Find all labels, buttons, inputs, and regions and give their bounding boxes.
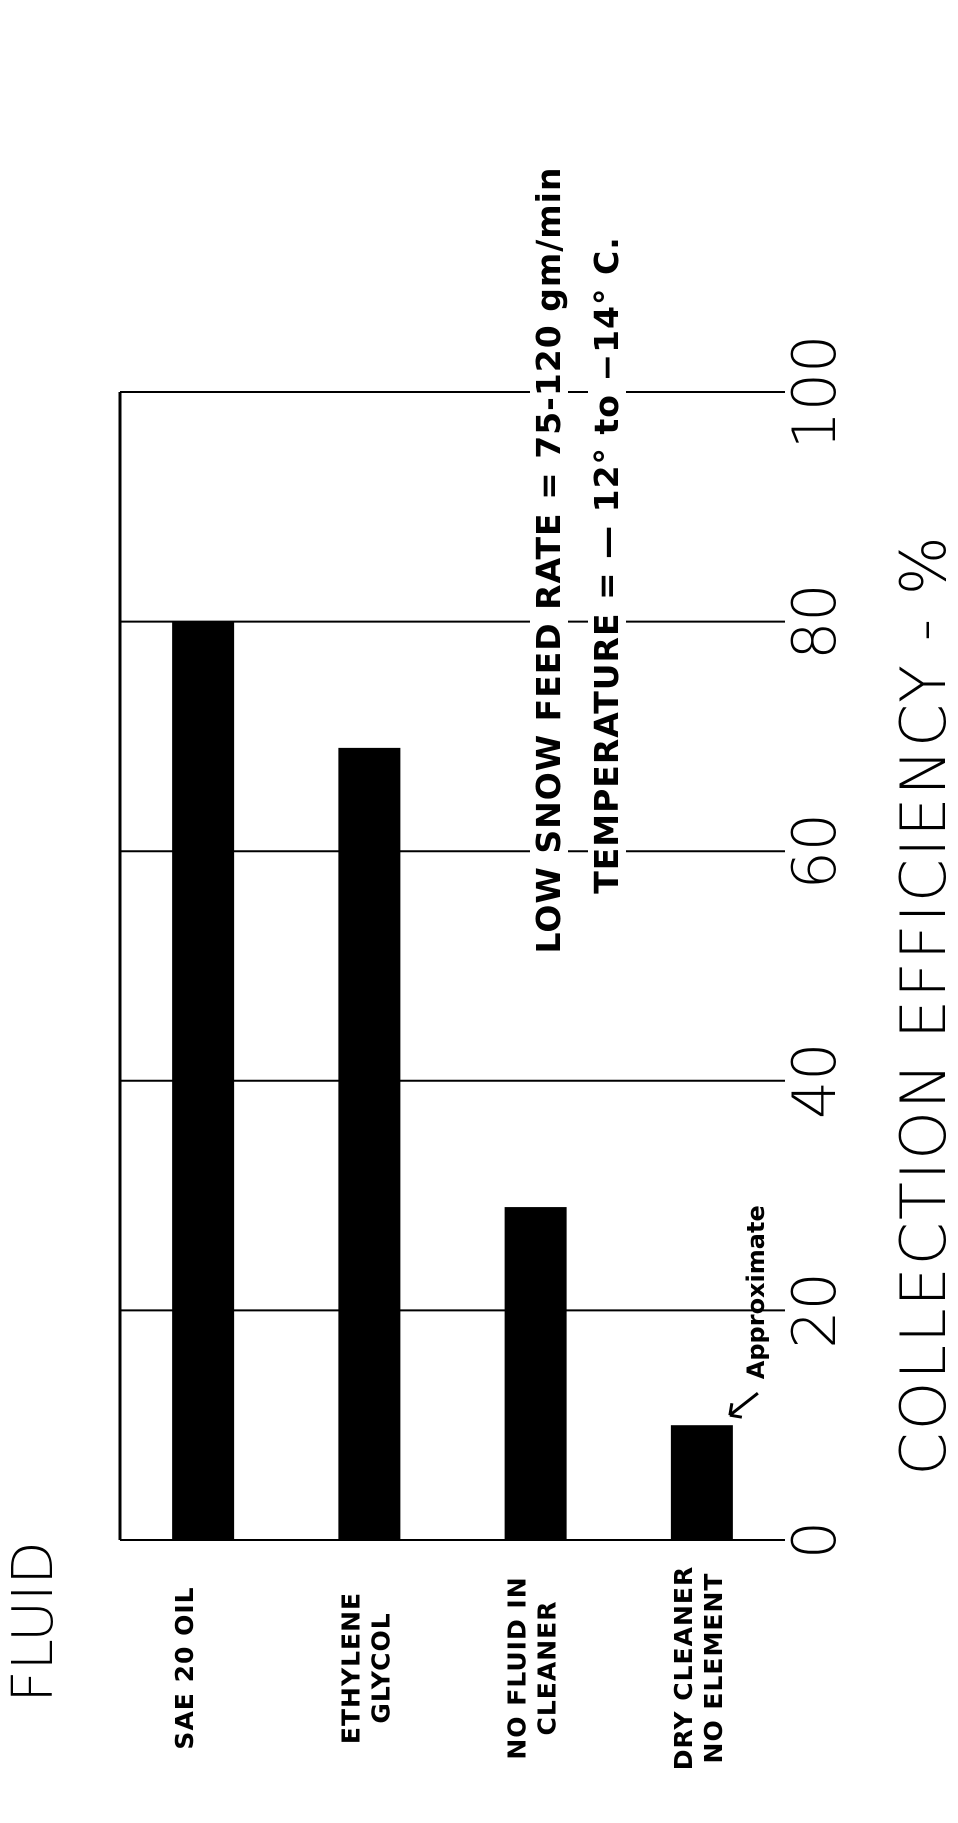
tick-label-100: 100: [780, 335, 850, 450]
condition-note-0: LOW SNOW FEED RATE = 75-120 gm/min: [529, 167, 568, 954]
category-label-line: NO ELEMENT: [699, 1573, 728, 1764]
bar-1: [338, 747, 401, 1540]
tick-label-40: 40: [780, 1043, 850, 1119]
condition-note-1: TEMPERATURE = — 12° to −14° C.: [587, 236, 626, 894]
tick-label-0: 0: [780, 1521, 850, 1559]
tick-label-80: 80: [780, 583, 850, 659]
annotation-arrow: [728, 1392, 759, 1419]
category-label-line: ETHYLENE: [336, 1592, 365, 1744]
bar-3: [670, 1425, 733, 1540]
category-label-line: SAE 20 OIL: [170, 1586, 199, 1749]
category-label-0: SAE 20 OIL: [170, 1586, 199, 1749]
category-label-1: ETHYLENEGLYCOL: [336, 1592, 395, 1744]
annotation-label: Approximate: [742, 1205, 770, 1379]
category-label-line: DRY CLEANER: [669, 1566, 698, 1770]
legend-title: FLUID: [1, 1541, 66, 1702]
bar-2: [504, 1207, 567, 1540]
bar-0: [172, 621, 235, 1540]
note-bg-0: [530, 120, 568, 1000]
note-bg-1: [588, 125, 626, 1005]
category-label-line: CLEANER: [533, 1601, 562, 1736]
tick-label-60: 60: [780, 813, 850, 889]
tick-label-20: 20: [780, 1272, 850, 1348]
category-label-line: GLYCOL: [366, 1612, 395, 1723]
category-label-line: NO FLUID IN: [503, 1576, 532, 1759]
y-axis-label: COLLECTION EFFICIENCY - %: [887, 534, 958, 1475]
category-label-2: NO FLUID INCLEANER: [503, 1576, 562, 1759]
category-label-3: DRY CLEANERNO ELEMENT: [669, 1566, 728, 1770]
